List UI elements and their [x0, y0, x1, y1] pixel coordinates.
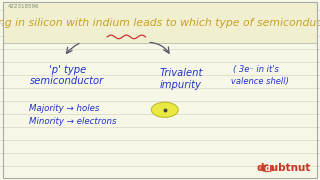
Text: Doping in silicon with indium leads to which type of semiconductor ?: Doping in silicon with indium leads to w…: [0, 17, 320, 28]
Text: d: d: [264, 164, 270, 173]
Bar: [3, 2, 317, 43]
Text: doubtnut: doubtnut: [256, 163, 310, 173]
Text: 'p' type
semiconductor: 'p' type semiconductor: [30, 65, 104, 86]
Text: Trivalent
impurity: Trivalent impurity: [159, 68, 203, 90]
Circle shape: [151, 102, 178, 117]
Text: ( 3e⁻ in it's
   valence shell): ( 3e⁻ in it's valence shell): [223, 65, 289, 86]
Text: 422318596: 422318596: [8, 4, 39, 10]
Circle shape: [260, 164, 274, 172]
Text: Majority → holes
Minority → electrons: Majority → holes Minority → electrons: [29, 104, 116, 126]
